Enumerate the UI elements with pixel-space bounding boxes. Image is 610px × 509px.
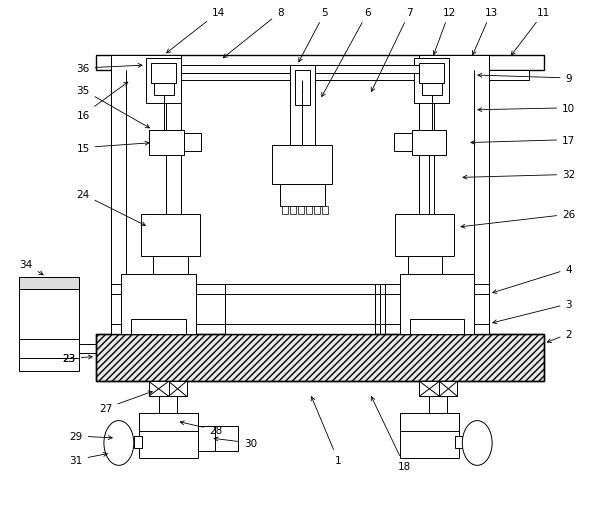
Bar (379, 285, 385, 334)
Bar (141, 215, 201, 257)
Bar (400, 274, 474, 334)
Bar (131, 319, 185, 334)
Bar (282, 207, 288, 215)
Text: 13: 13 (473, 8, 498, 55)
Text: 24: 24 (76, 190, 145, 226)
Text: 6: 6 (321, 8, 371, 97)
Text: 1: 1 (311, 397, 341, 465)
Text: 23: 23 (62, 354, 92, 364)
Text: 2: 2 (547, 329, 572, 343)
Text: 36: 36 (76, 64, 142, 74)
Bar (412, 130, 447, 155)
Bar (168, 382, 187, 397)
Bar (409, 319, 464, 334)
Text: 18: 18 (371, 397, 411, 471)
Text: 30: 30 (214, 437, 257, 448)
Bar (96, 334, 544, 382)
Text: 8: 8 (223, 8, 284, 59)
Text: 31: 31 (70, 453, 107, 465)
Bar (295, 71, 310, 105)
Bar (198, 426, 239, 451)
Bar (407, 257, 442, 274)
Bar (420, 382, 439, 397)
Bar (298, 207, 304, 215)
Text: 28: 28 (180, 421, 222, 435)
Bar (290, 207, 296, 215)
Bar (290, 66, 315, 145)
Bar (149, 382, 168, 397)
Text: 10: 10 (478, 104, 575, 114)
Text: 11: 11 (511, 8, 551, 56)
Bar (111, 56, 181, 334)
Bar (149, 130, 184, 155)
Text: 5: 5 (299, 8, 328, 63)
Bar (420, 64, 444, 84)
Bar (314, 207, 320, 215)
Bar (152, 257, 187, 274)
Text: 14: 14 (167, 8, 225, 54)
Bar (146, 59, 181, 104)
Text: 7: 7 (371, 8, 413, 92)
Bar (420, 56, 489, 334)
Bar (225, 285, 375, 334)
Ellipse shape (462, 421, 492, 465)
Text: 15: 15 (76, 142, 149, 153)
Bar (455, 436, 463, 448)
Bar (415, 59, 450, 104)
Bar (20, 277, 79, 372)
Bar (225, 285, 375, 334)
Text: 23: 23 (62, 354, 76, 364)
Bar (306, 207, 312, 215)
Text: 4: 4 (493, 264, 572, 294)
Bar (322, 207, 328, 215)
Ellipse shape (104, 421, 134, 465)
Bar (439, 382, 458, 397)
Text: 9: 9 (478, 74, 572, 84)
Text: 26: 26 (461, 210, 575, 229)
Text: 35: 35 (76, 86, 149, 129)
Bar (280, 185, 325, 207)
Text: 34: 34 (20, 260, 43, 275)
Bar (154, 84, 174, 96)
Text: 29: 29 (70, 431, 112, 441)
Bar (395, 215, 454, 257)
Bar (393, 133, 412, 151)
Bar (423, 84, 442, 96)
Bar (111, 71, 529, 81)
Bar (20, 277, 79, 289)
Bar (96, 334, 544, 382)
Text: 3: 3 (493, 299, 572, 324)
Text: 17: 17 (471, 135, 575, 146)
Bar (121, 274, 195, 334)
Text: 12: 12 (433, 8, 456, 55)
Bar (400, 413, 459, 431)
Bar (184, 133, 201, 151)
Bar (96, 56, 544, 71)
Bar (181, 66, 420, 74)
Text: 27: 27 (99, 391, 152, 413)
Bar (138, 413, 198, 431)
Bar (151, 64, 176, 84)
Bar (134, 436, 142, 448)
Text: 32: 32 (463, 170, 575, 180)
Bar (272, 145, 332, 185)
Text: 16: 16 (76, 83, 128, 121)
